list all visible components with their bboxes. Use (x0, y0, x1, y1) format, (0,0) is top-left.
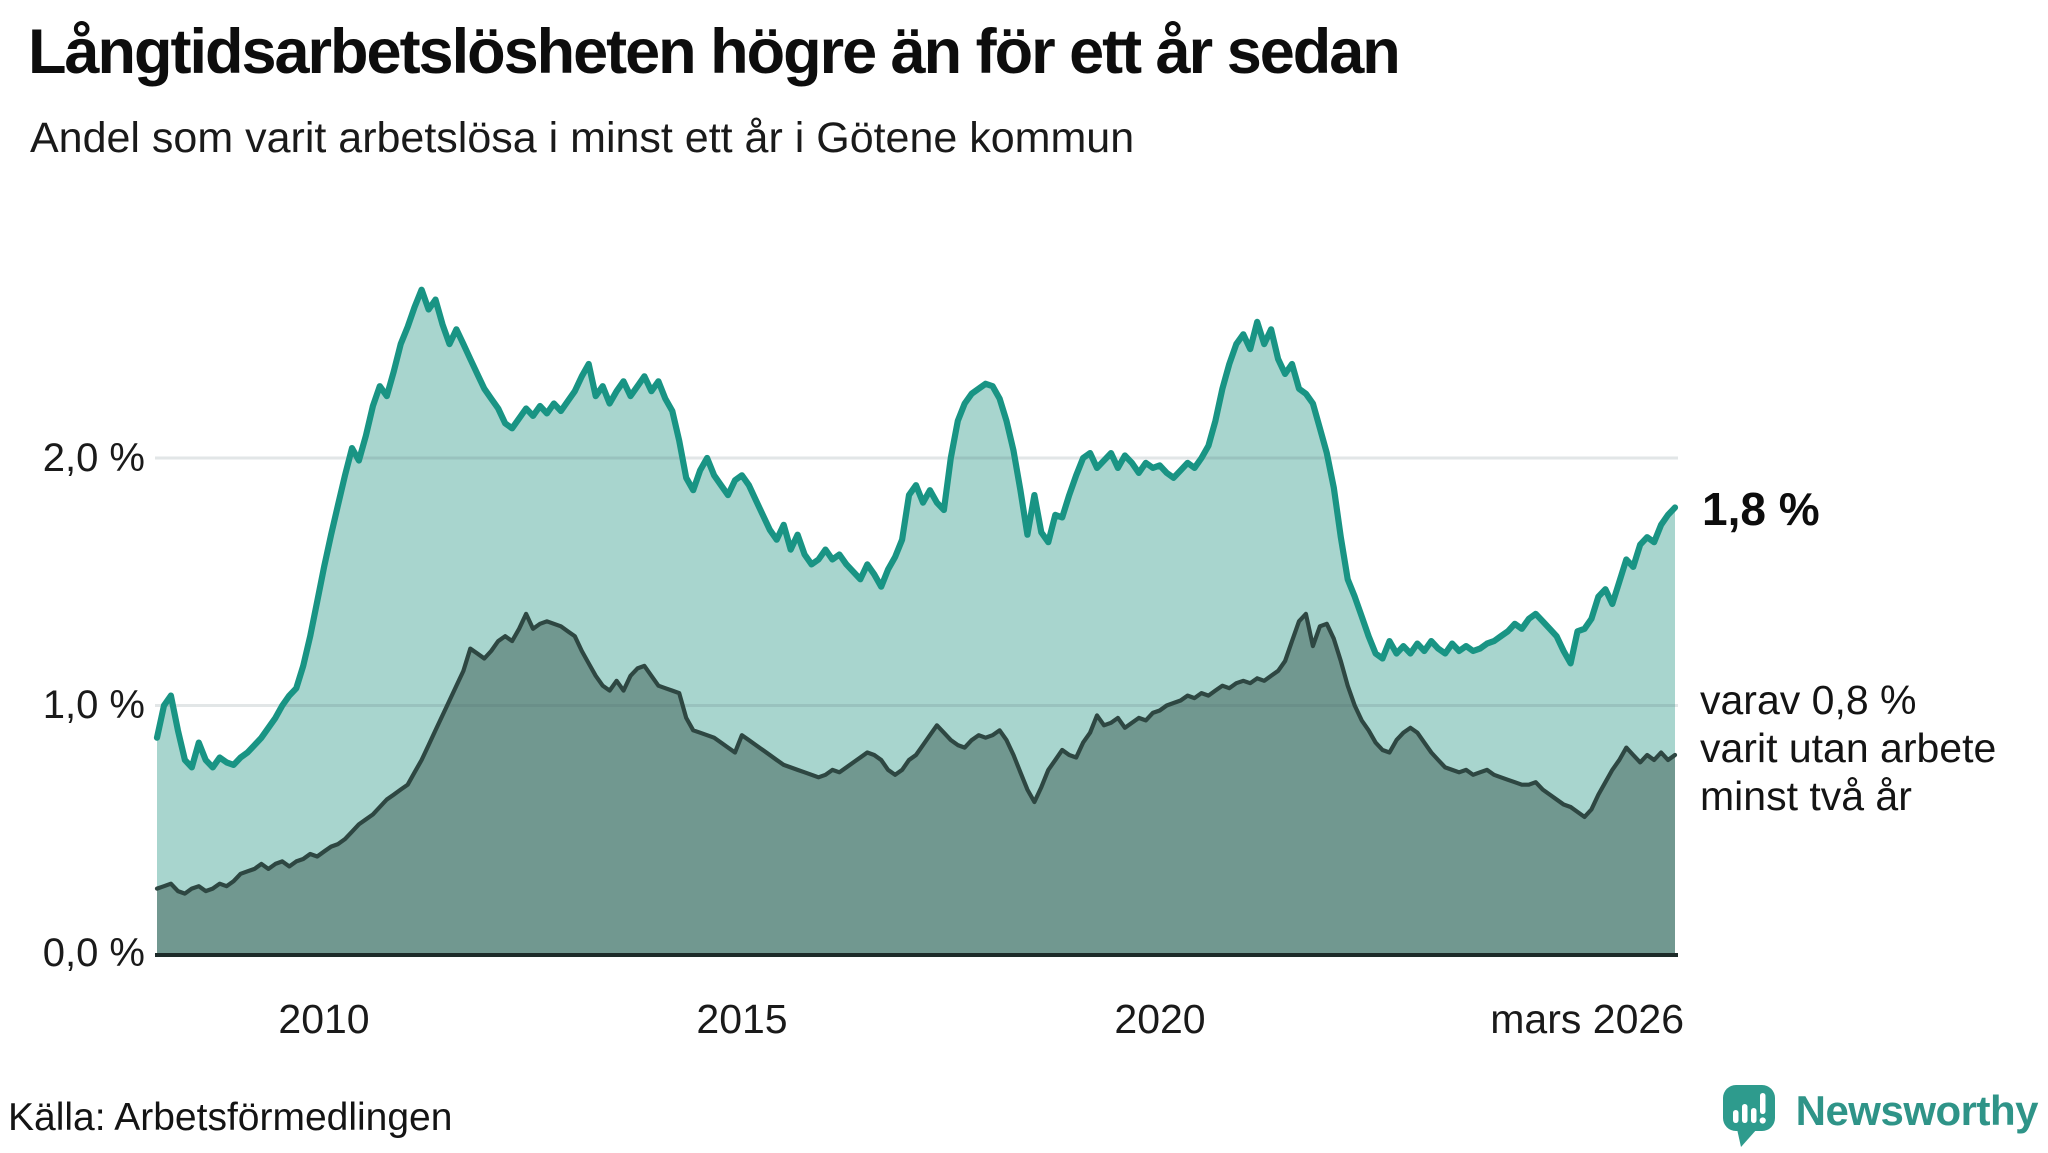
x-axis-label-2020: 2020 (1114, 996, 1206, 1042)
y-axis-label-0: 0,0 % (42, 931, 145, 975)
x-axis-label-2015: 2015 (696, 996, 788, 1042)
series-secondary-label: varav 0,8 % varit utan arbete minst två … (1700, 676, 1996, 820)
newsworthy-logo-icon (1722, 1085, 1775, 1147)
newsworthy-logo-text: Newsworthy (1795, 1087, 2039, 1134)
x-axis-label-2010: 2010 (278, 996, 370, 1042)
x-axis-label-mars-2026: mars 2026 (1490, 996, 1684, 1042)
source-attribution: Källa: Arbetsförmedlingen (8, 1096, 453, 1139)
secondary-label-line-3: minst två år (1700, 773, 1912, 819)
page-subtitle: Andel som varit arbetslösa i minst ett å… (30, 114, 1135, 162)
secondary-label-line-1: varav 0,8 % (1700, 677, 1917, 723)
y-axis-label-2: 2,0 % (42, 436, 145, 480)
page-title: Långtidsarbetslösheten högre än för ett … (28, 17, 1401, 87)
newsworthy-logo[interactable]: Newsworthy (1722, 1084, 2039, 1148)
series-end-value-label: 1,8 % (1702, 483, 1820, 535)
y-axis-label-1: 1,0 % (42, 683, 145, 727)
secondary-label-line-2: varit utan arbete (1700, 725, 1997, 771)
